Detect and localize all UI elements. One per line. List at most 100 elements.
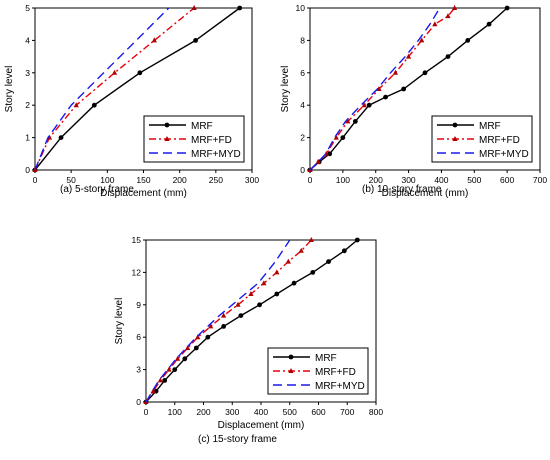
mrf-point bbox=[162, 378, 168, 383]
mrf-point bbox=[445, 54, 451, 59]
mrf-point bbox=[366, 102, 372, 108]
x-tick-label: 700 bbox=[533, 175, 547, 185]
fd-point bbox=[185, 345, 191, 350]
y-tick-label: 15 bbox=[132, 235, 142, 245]
mrf-point bbox=[291, 280, 297, 286]
fd-point bbox=[235, 301, 241, 307]
legend: MRF MRF+FD MRF+MYD bbox=[431, 115, 533, 163]
legend: MRF MRF+FD MRF+MYD bbox=[143, 115, 245, 163]
series-line-mrf-myd bbox=[145, 239, 291, 403]
series-line-mrf bbox=[34, 7, 241, 171]
y-tick-label: 2 bbox=[25, 100, 30, 110]
fd-point bbox=[221, 312, 227, 318]
y-tick-label: 0 bbox=[25, 165, 30, 175]
legend-marker bbox=[164, 136, 170, 141]
mrf-point bbox=[340, 135, 346, 141]
fd-point bbox=[157, 377, 163, 383]
legend-marker bbox=[164, 122, 170, 128]
fd-point bbox=[405, 53, 412, 59]
fd-point bbox=[376, 86, 382, 91]
fd-point bbox=[445, 13, 451, 19]
x-tick-label: 400 bbox=[434, 175, 448, 185]
fd-point bbox=[361, 102, 367, 108]
x-tick-label: 600 bbox=[311, 407, 325, 417]
fd-point bbox=[151, 37, 157, 43]
series-line-mrf-fd bbox=[145, 239, 312, 403]
legend: MRF MRF+FD MRF+MYD bbox=[267, 347, 369, 395]
fd-point bbox=[333, 134, 339, 140]
x-tick-label: 500 bbox=[467, 175, 481, 185]
y-tick-label: 3 bbox=[136, 365, 141, 375]
mrf-point bbox=[172, 367, 178, 372]
fd-point bbox=[150, 388, 156, 394]
fd-point bbox=[261, 280, 267, 286]
mrf-point bbox=[383, 94, 388, 100]
y-axis-label: Story level bbox=[280, 66, 291, 113]
mrf-point bbox=[465, 38, 471, 43]
legend-label: MRF bbox=[191, 121, 213, 132]
y-tick-label: 1 bbox=[25, 133, 30, 143]
x-tick-label: 0 bbox=[144, 407, 149, 417]
y-tick-label: 12 bbox=[132, 267, 142, 277]
x-tick-label: 100 bbox=[336, 175, 350, 185]
mrf-point bbox=[91, 102, 97, 108]
y-tick-label: 2 bbox=[300, 133, 305, 143]
x-tick-label: 0 bbox=[33, 175, 38, 185]
legend-label: MRF+FD bbox=[315, 367, 356, 378]
mrf-point bbox=[422, 70, 428, 76]
mrf-point bbox=[182, 356, 188, 362]
mrf-point bbox=[257, 302, 262, 308]
panel-caption: (c) 15-story frame bbox=[198, 434, 277, 445]
x-tick-label: 150 bbox=[136, 175, 150, 185]
x-tick-label: 600 bbox=[500, 175, 514, 185]
legend-label: MRF bbox=[315, 353, 337, 364]
legend-label: MRF bbox=[479, 121, 501, 132]
mrf-point bbox=[401, 86, 407, 92]
series-line-mrf bbox=[145, 239, 358, 403]
fd-point bbox=[451, 5, 458, 10]
mrf-point bbox=[221, 324, 227, 329]
legend-label: MRF+FD bbox=[191, 135, 232, 146]
legend-marker bbox=[452, 122, 458, 128]
fd-point bbox=[298, 247, 304, 253]
y-axis-label: Story level bbox=[4, 66, 15, 113]
mrf-point bbox=[137, 70, 143, 76]
mrf-point bbox=[205, 334, 211, 340]
y-tick-label: 4 bbox=[300, 100, 305, 110]
fd-point bbox=[315, 158, 321, 164]
legend-box bbox=[431, 115, 533, 163]
fd-point bbox=[73, 102, 79, 108]
y-tick-label: 0 bbox=[136, 397, 141, 407]
fd-point bbox=[191, 5, 197, 10]
x-tick-label: 0 bbox=[308, 175, 313, 185]
x-axis-label: Displacement (mm) bbox=[218, 420, 305, 431]
chart-panel-1: 0 50 100 150 200 250 300 0 1 2 3 4 5 Displacement (mm… bbox=[4, 3, 259, 199]
legend-label: MRF+MYD bbox=[479, 149, 529, 160]
y-tick-label: 3 bbox=[25, 68, 30, 78]
y-tick-label: 0 bbox=[300, 165, 305, 175]
y-tick-label: 4 bbox=[25, 35, 30, 45]
mrf-point bbox=[310, 270, 316, 275]
x-tick-label: 200 bbox=[173, 175, 187, 185]
fd-point bbox=[285, 258, 291, 264]
mrf-point bbox=[326, 259, 331, 264]
x-axis-label: Displacement (mm) bbox=[100, 188, 187, 199]
x-tick-label: 50 bbox=[66, 175, 76, 185]
fd-point bbox=[248, 291, 254, 296]
legend-marker bbox=[288, 368, 294, 373]
y-tick-label: 9 bbox=[136, 300, 141, 310]
legend-label: MRF+MYD bbox=[315, 381, 365, 392]
mrf-point bbox=[237, 5, 243, 11]
mrf-point bbox=[274, 291, 280, 297]
chart-panel-3: 0 100 200 300 400 500 600 700 800 0 3 6 9 12 15 Displac… bbox=[114, 235, 383, 445]
y-tick-label: 6 bbox=[136, 332, 141, 342]
y-axis-label: Story level bbox=[114, 298, 125, 345]
mrf-point bbox=[352, 119, 358, 124]
x-tick-label: 300 bbox=[225, 407, 239, 417]
y-tick-label: 6 bbox=[300, 68, 305, 78]
legend-label: MRF+MYD bbox=[191, 149, 241, 160]
series-line-mrf-myd bbox=[34, 7, 170, 171]
x-tick-label: 200 bbox=[369, 175, 383, 185]
x-tick-label: 300 bbox=[401, 175, 415, 185]
